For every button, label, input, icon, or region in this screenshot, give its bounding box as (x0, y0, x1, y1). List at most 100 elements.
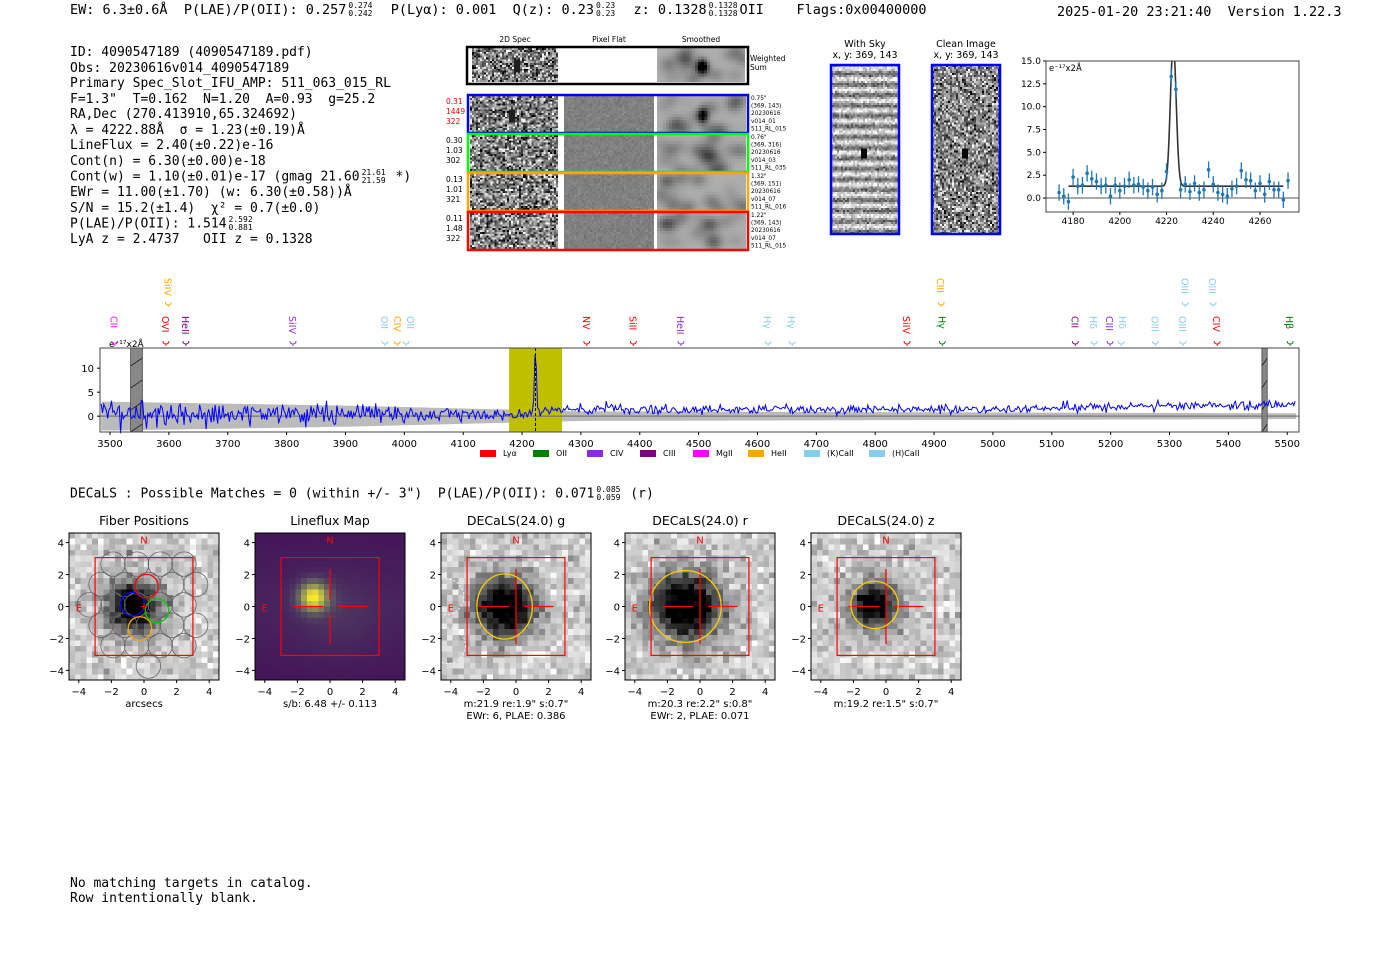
x-tick-label: 3700 (215, 439, 240, 450)
emission-line-marker (629, 340, 637, 346)
fiber-pixel-flat-image (564, 135, 654, 171)
fiber-circle (183, 612, 209, 638)
fiber-row-frame (466, 210, 750, 252)
fiber-row-info: 0.75" (751, 96, 767, 102)
x-tick-label: −4 (627, 687, 642, 698)
emission-line-marker (1090, 340, 1098, 346)
fiber-circle (100, 633, 126, 659)
x-tick-label: 3500 (97, 439, 122, 450)
emission-line-label: SiII (626, 316, 637, 330)
fiber-row-info: (369, 143) (751, 104, 781, 110)
info-radec: RA,Dec (270.413910,65.324692) (70, 107, 297, 123)
data-point (1141, 185, 1145, 189)
neighbor-ellipse (427, 578, 465, 616)
emission-line-marker (289, 340, 297, 346)
x-tick-label: 4200 (509, 439, 534, 450)
weighted-label: Weighted (750, 54, 786, 63)
emission-line-marker (1179, 340, 1187, 346)
hatch (130, 379, 143, 389)
data-point (1080, 183, 1085, 188)
x-tick-label: 5300 (1157, 439, 1182, 450)
cutout-caption: m:21.9 re:1.9" s:0.7" (464, 699, 569, 710)
y-tick-label: 4 (614, 539, 620, 550)
fiber-circle (100, 592, 126, 618)
y-tick-label: −2 (49, 634, 64, 645)
fiber-row-stat: 1.01 (446, 185, 463, 194)
fiber-row-info: 511_RL_015 (751, 243, 786, 249)
fiber-circle (171, 592, 197, 618)
fiber-row-info: v014_01 (751, 119, 776, 125)
decals-plae-range: 0.085 0.059 (596, 486, 620, 502)
fiber-circle (147, 592, 173, 618)
x-tick-label: 4 (948, 687, 954, 698)
fiber-row-stat: 1.48 (446, 224, 463, 233)
data-point (1066, 199, 1071, 204)
x-tick-label: 3600 (156, 439, 181, 450)
x-tick-label: 0 (697, 687, 703, 698)
emission-line-marker (1117, 340, 1125, 346)
fiber-circle (88, 571, 114, 598)
fiber-row-info: 20230616 (751, 150, 781, 156)
fiber-circle (135, 571, 162, 598)
cutout-panel: N E −4 −4 −2 −2 0 0 2 2 4 4 DECaLS(24.0) g m:21.9 re:… (421, 513, 592, 722)
fiber-smoothed-image (657, 135, 746, 171)
legend-label: Lyα (503, 449, 517, 458)
gap (654, 135, 657, 171)
data-point (1146, 188, 1150, 193)
emission-line-label: HeII (674, 316, 685, 335)
fiber-row-stat: 302 (446, 156, 461, 165)
x-tick-label: −2 (476, 687, 491, 698)
emission-line-marker (677, 340, 685, 346)
data-point (1262, 192, 1267, 197)
x-tick-label: 4240 (1202, 217, 1225, 227)
y-tick-label: 10 (81, 364, 94, 375)
x-tick-label: 4 (392, 687, 398, 698)
fiber-row-stat: 321 (446, 195, 461, 204)
cutout-caption: m:20.3 re:2.2" s:0.8" (648, 699, 753, 710)
fiber-pixel-flat-image (564, 213, 654, 249)
emission-line-label: SiIV (161, 278, 172, 296)
info-plae: P(LAE)/P(OII): 1.514 2.592 0.881 (70, 215, 411, 232)
z-lo: 0.1328 (708, 9, 738, 18)
fiber-circle (171, 551, 197, 577)
emission-line-marker (1071, 340, 1079, 346)
fiber-circle (183, 571, 209, 598)
data-point (1276, 188, 1281, 192)
y-tick-label: 7.5 (1027, 126, 1041, 136)
axes-frame (99, 347, 1300, 433)
cutout-title: Lineflux Map (290, 513, 370, 528)
fit-curve (1068, 61, 1284, 187)
detection-info: ID: 4090547189 (4090547189.pdf) Obs: 2023… (70, 30, 411, 263)
decals-summary: DECaLS : Possible Matches = 0 (within +/… (70, 486, 654, 502)
hatch (130, 401, 143, 411)
data-point (1216, 190, 1220, 195)
y-tick-label: 0 (430, 603, 436, 614)
info-redshifts: LyA z = 2.4737 OII z = 0.1328 (70, 231, 313, 247)
north-label: N (512, 536, 519, 547)
hatch (1261, 357, 1268, 367)
fiber-row-info: 0.76" (751, 135, 767, 141)
weighted-2d-spec-image (472, 48, 558, 82)
fiber-row-info: v014_07 (751, 236, 776, 242)
data-point (1258, 181, 1262, 186)
info-cont-w: Cont(w) = 1.10(±0.01)e-17 (gmag 21.60 21.… (70, 169, 411, 185)
north-label: N (140, 536, 147, 547)
hatch (130, 423, 143, 433)
blank-row-message: Row intentionally blank. (70, 891, 258, 906)
cutout-caption: EWr: 6, PLAE: 0.386 (466, 711, 565, 722)
gmag-lo: 21.59 (361, 176, 386, 186)
z-value: z: 0.1328 (633, 2, 707, 18)
x-tick-label: 0 (513, 687, 519, 698)
x-tick-label: 2 (173, 687, 179, 698)
y-tick-label: −2 (791, 634, 806, 645)
info-cont-n: Cont(n) = 6.30(±0.00)e-18 (70, 153, 266, 169)
cutout-caption: EWr: 2, PLAE: 0.071 (650, 711, 749, 722)
emission-line-marker (402, 340, 410, 346)
cutout-panel: N E −4 −4 −2 −2 0 0 2 2 4 4 Lineflux Map s/b: 6.48 +/… (235, 513, 406, 710)
fiber-smoothed-image (657, 174, 746, 210)
x-tick-label: 4900 (921, 439, 946, 450)
fiber-row-stat: 1449 (446, 107, 465, 116)
x-tick-label: 5100 (1039, 439, 1064, 450)
